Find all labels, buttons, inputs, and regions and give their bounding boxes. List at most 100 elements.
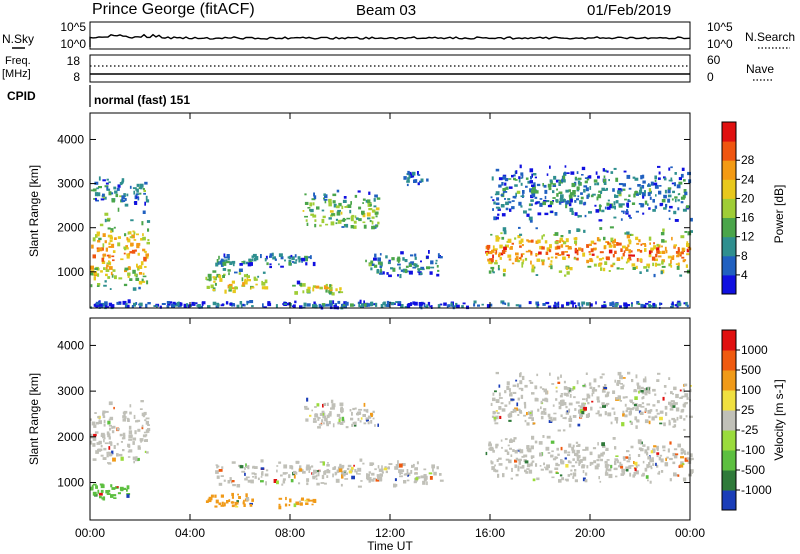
power-echo-cell [628,256,632,259]
velocity-echo-cell [108,418,111,421]
power-echo-cell [639,271,642,274]
velocity-echo-cell [671,404,676,408]
power-echo-cell [245,261,248,265]
velocity-echo-cell [316,403,320,407]
power-echo-cell [404,259,408,263]
velocity-echo-cell [567,454,571,456]
velocity-echo-cell [127,417,129,422]
power-echo-cell [307,207,311,209]
power-echo-cell [674,172,677,175]
power-echo-cell [347,204,352,208]
velocity-echo-cell [359,420,362,423]
power-echo-cell [99,223,104,227]
power-echo-cell [566,254,570,256]
velocity-echo-cell [675,407,680,412]
power-echo-cell [353,225,357,229]
power-echo-cell [486,252,489,256]
velocity-echo-cell [679,464,684,468]
velocity-echo-cell [231,496,234,499]
power-echo-cell [136,188,139,193]
velocity-echo-cell [494,469,499,473]
power-echo-cell [531,193,536,197]
power-echo-cell [521,263,524,268]
power-echo-cell [550,260,553,263]
velocity-echo-cell [313,470,318,474]
velocity-echo-cell [655,462,657,466]
power-echo-cell [363,300,365,305]
nsearch-tick-top: 10^5 [707,20,733,34]
power-echo-cell [676,184,681,189]
power-echo-cell [145,254,149,259]
power-echo-cell [321,209,325,212]
power-echo-cell [589,186,592,190]
velocity-echo-cell [654,393,657,396]
power-echo-cell [332,200,336,204]
power-echo-cell [517,259,520,263]
power-echo-cell [555,302,559,306]
power-echo-cell [372,209,376,213]
power-echo-cell [231,280,235,284]
power-echo-cell [562,256,566,260]
velocity-echo-cell [352,421,355,425]
velocity-echo-cell [641,391,645,395]
power-echo-cell [443,302,447,306]
power-echo-cell [95,197,97,201]
velocity-colorbar-tick-label: 25 [741,403,755,417]
velocity-echo-cell [326,468,330,471]
power-echo-cell [452,305,455,310]
power-echo-cell [199,305,203,309]
velocity-echo-cell [526,445,530,449]
power-echo-cell [665,249,668,254]
power-echo-cell [350,225,354,229]
velocity-echo-cell [628,454,631,456]
velocity-echo-cell [670,400,675,402]
velocity-echo-cell [101,497,105,500]
power-echo-cell [97,273,100,277]
velocity-echo-cell [633,389,637,392]
power-echo-cell [302,283,306,287]
velocity-echo-cell [359,458,363,462]
power-echo-cell [477,304,480,307]
velocity-echo-cell [281,483,284,486]
power-echo-cell [143,192,146,195]
velocity-echo-cell [553,412,557,415]
velocity-echo-cell [103,447,107,451]
time-tick-label: 00:00 [75,526,105,540]
velocity-echo-cell [321,474,325,480]
velocity-echo-cell [244,467,246,470]
power-echo-cell [624,232,627,235]
power-echo-cell [420,266,425,270]
power-echo-cell [538,251,542,255]
velocity-echo-cell [625,396,628,399]
velocity-echo-cell [652,404,656,407]
power-echo-cell [671,182,676,185]
power-echo-cell [225,259,228,262]
velocity-echo-cell [352,407,355,411]
velocity-echo-cell [249,504,253,507]
velocity-echo-cell [651,416,655,421]
cpid-text: normal (fast) 151 [94,93,190,107]
power-echo-cell [598,204,602,208]
velocity-echo-cell [100,489,104,493]
velocity-colorbar-tick-label: -100 [741,443,765,457]
power-echo-cell [639,258,643,262]
velocity-echo-cell [244,478,248,481]
velocity-echo-cell [231,504,235,508]
power-echo-cell [530,189,535,194]
velocity-echo-cell [620,465,624,469]
power-echo-cell [635,190,638,193]
velocity-echo-cell [95,485,98,489]
power-echo-cell [614,302,619,306]
velocity-echo-cell [590,406,593,411]
power-echo-cell [123,193,126,198]
power-echo-cell [207,305,211,308]
velocity-echo-cell [231,501,234,504]
power-echo-cell [579,200,583,205]
velocity-echo-cell [388,463,393,465]
power-echo-cell [142,248,146,252]
velocity-echo-cell [338,468,343,473]
nsky-trace [89,33,691,47]
power-echo-cell [620,248,623,252]
power-echo-cell [620,268,624,270]
velocity-echo-cell [93,424,97,428]
